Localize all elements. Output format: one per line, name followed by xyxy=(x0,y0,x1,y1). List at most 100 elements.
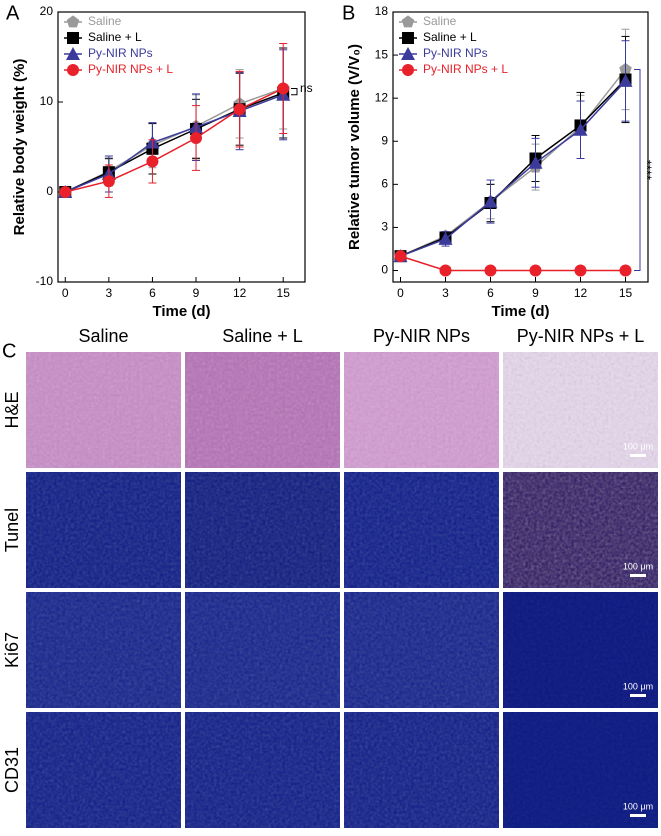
micrograph-texture xyxy=(503,592,658,708)
micrograph-texture xyxy=(503,472,658,588)
column-label: Saline xyxy=(78,326,128,346)
y-tick-label: 20 xyxy=(40,4,54,18)
micrograph-texture xyxy=(26,352,181,468)
series-line xyxy=(64,92,284,193)
legend-label: Saline xyxy=(88,14,122,28)
series-line xyxy=(400,78,627,257)
x-tick-label: 3 xyxy=(106,286,113,300)
significance-label: ns xyxy=(300,81,313,95)
marker xyxy=(146,155,159,168)
marker xyxy=(484,264,497,277)
y-tick-label: 18 xyxy=(375,4,389,18)
series-line xyxy=(400,68,627,257)
column-label: Py-NIR NPs + L xyxy=(517,326,645,346)
marker xyxy=(619,264,632,277)
series-line xyxy=(64,94,284,193)
legend-label: Saline + L xyxy=(88,30,142,44)
y-tick-label: 3 xyxy=(381,220,388,234)
micrograph-texture xyxy=(503,352,658,468)
x-tick-label: 12 xyxy=(233,286,247,300)
marker xyxy=(394,250,407,263)
x-tick-label: 6 xyxy=(487,286,494,300)
scale-bar xyxy=(630,574,646,577)
legend-label: Py-NIR NPs + L xyxy=(88,62,173,76)
panel-label: A xyxy=(6,2,20,24)
marker xyxy=(102,175,115,188)
legend-label: Py-NIR NPs xyxy=(423,46,488,60)
y-tick-label: 12 xyxy=(375,90,389,104)
y-tick-label: 15 xyxy=(375,47,389,61)
x-tick-label: 9 xyxy=(193,286,200,300)
y-tick-label: 0 xyxy=(46,184,53,198)
marker xyxy=(483,194,498,208)
plot-frame xyxy=(392,11,649,283)
marker xyxy=(529,264,542,277)
legend-label: Py-NIR NPs + L xyxy=(423,62,508,76)
marker xyxy=(439,264,452,277)
marker xyxy=(618,73,633,87)
scale-bar xyxy=(630,694,646,697)
x-tick-label: 0 xyxy=(62,286,69,300)
series-line xyxy=(400,255,626,272)
micrograph-texture xyxy=(344,712,499,828)
x-tick-label: 15 xyxy=(619,286,633,300)
x-axis-label: Time (d) xyxy=(491,303,549,320)
micrograph-texture xyxy=(26,712,181,828)
scale-bar-label: 100 μm xyxy=(623,801,653,811)
significance-bracket xyxy=(291,88,298,96)
panel-label: C xyxy=(2,340,16,362)
micrograph-texture xyxy=(503,712,658,828)
legend-label: Py-NIR NPs xyxy=(88,46,153,60)
micrograph-texture xyxy=(344,472,499,588)
marker xyxy=(277,82,290,95)
series-line xyxy=(400,80,627,257)
series-line xyxy=(65,87,284,193)
y-tick-label: 9 xyxy=(381,133,388,147)
row-label: CD31 xyxy=(2,747,22,793)
y-tick-label: -10 xyxy=(36,274,54,288)
scale-bar xyxy=(630,454,646,457)
row-label: Ki67 xyxy=(2,632,22,668)
scale-bar xyxy=(630,814,646,817)
marker xyxy=(528,155,543,169)
legend-label: Saline xyxy=(423,14,457,28)
scale-bar-label: 100 μm xyxy=(623,441,653,451)
micrograph-texture xyxy=(26,592,181,708)
row-label: Tunel xyxy=(2,508,22,552)
x-tick-label: 12 xyxy=(574,286,588,300)
legend-label: Saline + L xyxy=(423,30,477,44)
x-tick-label: 0 xyxy=(397,286,404,300)
micrograph-texture xyxy=(185,592,340,708)
marker xyxy=(59,186,72,198)
micrograph-texture xyxy=(26,472,181,588)
micrograph-texture xyxy=(344,592,499,708)
column-label: Saline + L xyxy=(222,326,303,346)
significance-bracket xyxy=(634,68,641,272)
x-axis-label: Time (d) xyxy=(152,303,210,320)
y-tick-label: 0 xyxy=(381,263,388,277)
scale-bar-label: 100 μm xyxy=(623,561,653,571)
marker xyxy=(233,103,246,116)
x-tick-label: 6 xyxy=(149,286,156,300)
row-label: H&E xyxy=(2,391,22,428)
scale-bar-label: 100 μm xyxy=(623,681,653,691)
marker xyxy=(574,264,587,277)
y-axis-label: Relative body weight (%) xyxy=(11,59,28,236)
marker xyxy=(190,132,203,144)
marker xyxy=(438,231,453,245)
panel-label: B xyxy=(342,2,355,24)
micrograph-texture xyxy=(185,472,340,588)
y-tick-label: 6 xyxy=(381,177,388,191)
micrograph-texture xyxy=(185,352,340,468)
significance-label: **** xyxy=(640,160,655,180)
micrograph-texture xyxy=(185,712,340,828)
marker xyxy=(573,122,588,136)
y-axis-label: Relative tumor volume (V/V₀) xyxy=(346,44,363,250)
column-label: Py-NIR NPs xyxy=(373,326,470,346)
x-tick-label: 15 xyxy=(277,286,291,300)
x-tick-label: 9 xyxy=(532,286,539,300)
micrograph-texture xyxy=(344,352,499,468)
plot-frame xyxy=(57,11,306,283)
